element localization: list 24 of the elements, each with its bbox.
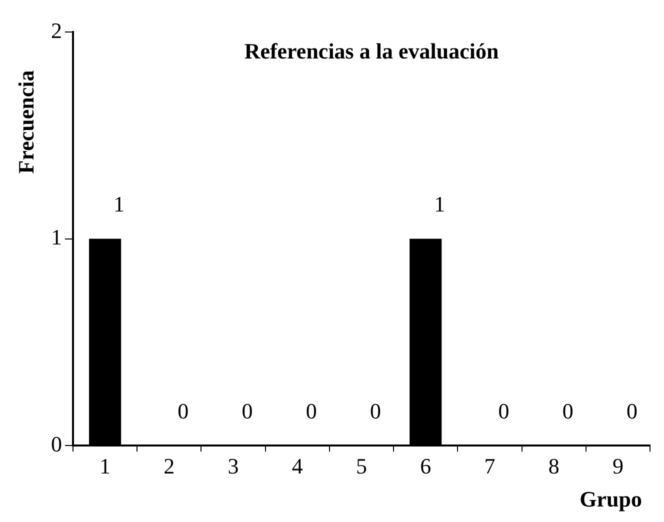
- x-tick-label: 9: [612, 454, 624, 479]
- data-label: 1: [114, 192, 125, 217]
- y-tick-label: 2: [51, 18, 62, 43]
- y-tick-label: 0: [51, 431, 62, 456]
- chart-title: Referencias a la evaluación: [244, 38, 499, 64]
- data-label: 0: [370, 398, 381, 424]
- x-tick-label: 4: [292, 454, 303, 479]
- data-label: 1: [434, 192, 446, 217]
- y-tick-label: 1: [51, 224, 62, 250]
- x-tick-label: 7: [484, 454, 496, 479]
- data-label: 0: [306, 398, 317, 424]
- x-tick-label: 6: [420, 454, 432, 479]
- data-label: 0: [562, 398, 574, 424]
- data-label: 0: [242, 398, 253, 424]
- data-label: 0: [498, 398, 510, 424]
- x-axis-title: Grupo: [580, 486, 642, 512]
- x-tick-label: 5: [356, 454, 367, 479]
- x-tick-label: 1: [100, 454, 111, 479]
- y-axis-title: Frecuencia: [14, 70, 39, 174]
- x-tick-label: 2: [164, 454, 175, 479]
- x-tick-label: 8: [548, 454, 560, 479]
- x-tick-label: 3: [228, 454, 239, 479]
- data-label: 0: [178, 398, 189, 424]
- data-label: 0: [626, 398, 638, 424]
